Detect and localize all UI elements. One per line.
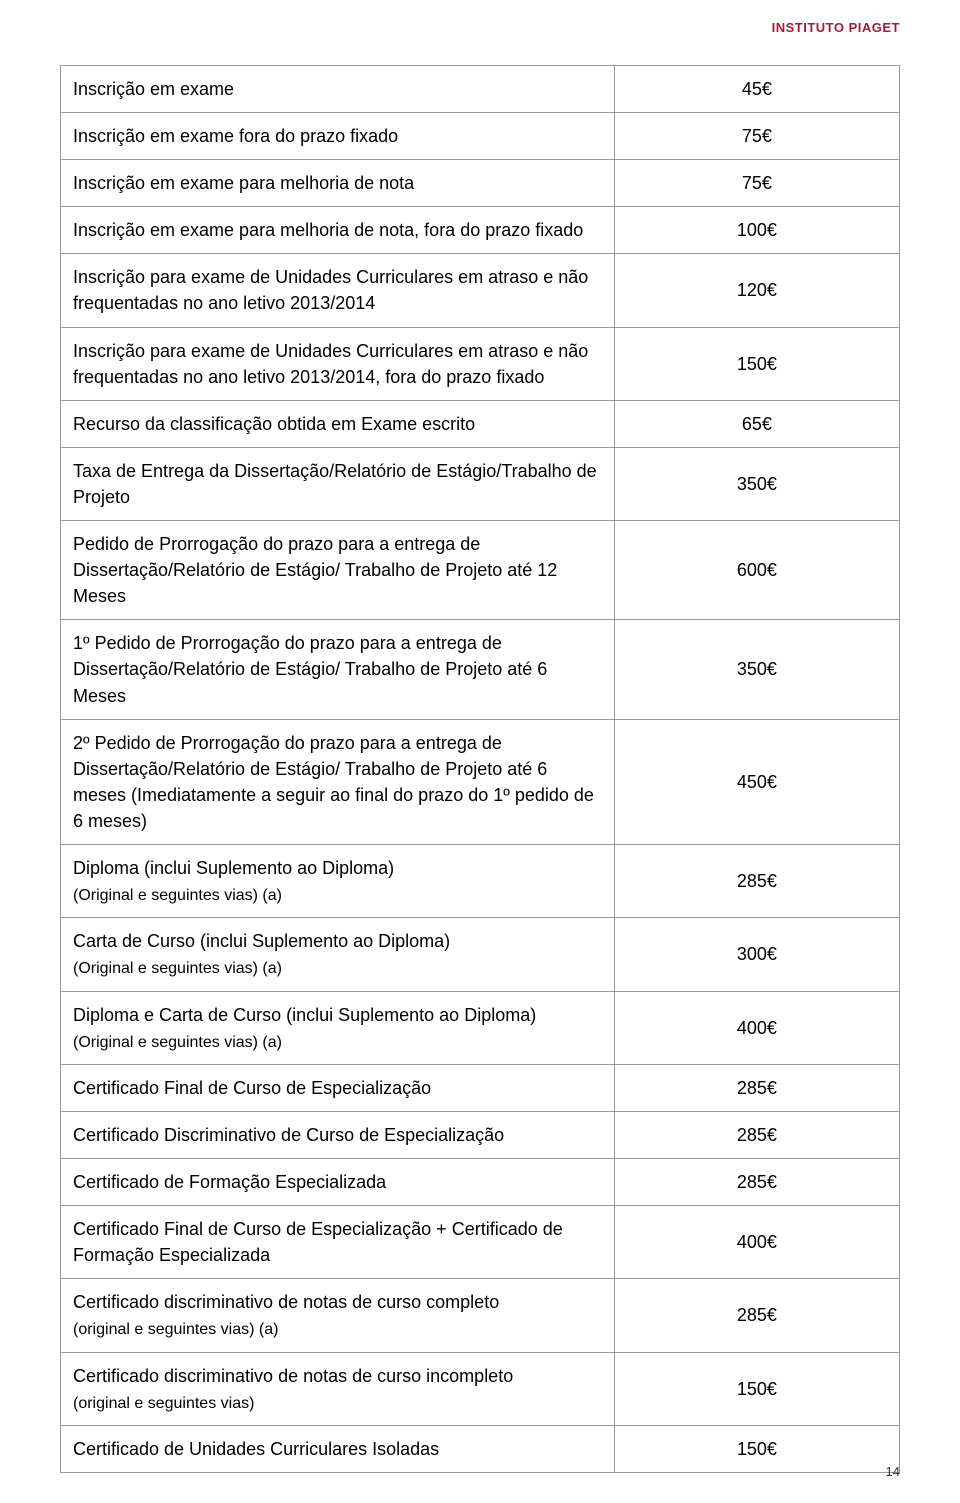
fee-description-sub: (original e seguintes vias) [73, 1395, 254, 1412]
fee-description-cell: 1º Pedido de Prorrogação do prazo para a… [61, 620, 615, 719]
table-row: Certificado Discriminativo de Curso de E… [61, 1111, 900, 1158]
table-row: Pedido de Prorrogação do prazo para a en… [61, 521, 900, 620]
table-row: 2º Pedido de Prorrogação do prazo para a… [61, 719, 900, 844]
fee-price-cell: 100€ [614, 207, 899, 254]
fee-description-cell: Certificado Final de Curso de Especializ… [61, 1064, 615, 1111]
table-row: Certificado de Unidades Curriculares Iso… [61, 1425, 900, 1472]
fee-price-cell: 285€ [614, 844, 899, 917]
fee-description-cell: Certificado discriminativo de notas de c… [61, 1352, 615, 1425]
table-row: Certificado discriminativo de notas de c… [61, 1352, 900, 1425]
document-page: INSTITUTO PIAGET Inscrição em exame45€In… [0, 0, 960, 1503]
fee-price-cell: 285€ [614, 1159, 899, 1206]
fee-price-cell: 75€ [614, 113, 899, 160]
fee-description: 2º Pedido de Prorrogação do prazo para a… [73, 733, 594, 831]
fee-price-cell: 65€ [614, 400, 899, 447]
fee-description-cell: Taxa de Entrega da Dissertação/Relatório… [61, 447, 615, 520]
fee-description-cell: Inscrição para exame de Unidades Curricu… [61, 327, 615, 400]
fee-description-cell: Certificado de Formação Especializada [61, 1159, 615, 1206]
fee-price-cell: 75€ [614, 160, 899, 207]
fee-description-cell: Diploma e Carta de Curso (inclui Supleme… [61, 991, 615, 1064]
page-number: 14 [886, 1464, 900, 1479]
fee-description-cell: Certificado discriminativo de notas de c… [61, 1279, 615, 1352]
fee-price-cell: 150€ [614, 1352, 899, 1425]
fee-price-cell: 350€ [614, 620, 899, 719]
fee-description: Recurso da classificação obtida em Exame… [73, 414, 475, 434]
fee-description-sub: (Original e seguintes vias) (a) [73, 887, 282, 904]
fee-description-sub: (Original e seguintes vias) (a) [73, 1034, 282, 1051]
fee-price-cell: 285€ [614, 1279, 899, 1352]
fee-description: Inscrição para exame de Unidades Curricu… [73, 341, 588, 387]
fee-description-cell: Inscrição em exame fora do prazo fixado [61, 113, 615, 160]
fee-price-cell: 400€ [614, 991, 899, 1064]
fee-description: Pedido de Prorrogação do prazo para a en… [73, 534, 557, 606]
fee-description-cell: Inscrição para exame de Unidades Curricu… [61, 254, 615, 327]
table-row: Certificado de Formação Especializada 285… [61, 1159, 900, 1206]
fee-description: Inscrição em exame [73, 79, 234, 99]
table-row: Inscrição para exame de Unidades Curricu… [61, 327, 900, 400]
fee-description: Inscrição em exame fora do prazo fixado [73, 126, 398, 146]
table-row: Carta de Curso (inclui Suplemento ao Dip… [61, 918, 900, 991]
fee-description-cell: Inscrição em exame para melhoria de nota [61, 160, 615, 207]
fee-description: Certificado Discriminativo de Curso de E… [73, 1125, 504, 1145]
table-row: Inscrição em exame para melhoria de nota… [61, 160, 900, 207]
fee-description: Certificado de Formação Especializada [73, 1172, 386, 1192]
fee-description: Inscrição em exame para melhoria de nota… [73, 220, 583, 240]
table-row: Certificado discriminativo de notas de c… [61, 1279, 900, 1352]
fee-description: 1º Pedido de Prorrogação do prazo para a… [73, 633, 547, 705]
fee-price-cell: 450€ [614, 719, 899, 844]
fee-price-cell: 350€ [614, 447, 899, 520]
fee-price-cell: 120€ [614, 254, 899, 327]
fee-description-sub: (Original e seguintes vias) (a) [73, 960, 282, 977]
table-row: Certificado Final de Curso de Especializ… [61, 1206, 900, 1279]
fee-description: Diploma e Carta de Curso (inclui Supleme… [73, 1005, 536, 1025]
table-row: Recurso da classificação obtida em Exame… [61, 400, 900, 447]
fee-table: Inscrição em exame45€Inscrição em exame … [60, 65, 900, 1473]
fee-description-cell: 2º Pedido de Prorrogação do prazo para a… [61, 719, 615, 844]
fee-description-cell: Certificado Final de Curso de Especializ… [61, 1206, 615, 1279]
fee-description: Diploma (inclui Suplemento ao Diploma) [73, 858, 394, 878]
fee-description-cell: Certificado de Unidades Curriculares Iso… [61, 1425, 615, 1472]
fee-description: Certificado Final de Curso de Especializ… [73, 1219, 563, 1265]
fee-description-cell: Carta de Curso (inclui Suplemento ao Dip… [61, 918, 615, 991]
fee-description-cell: Recurso da classificação obtida em Exame… [61, 400, 615, 447]
institution-header: INSTITUTO PIAGET [60, 20, 900, 35]
fee-price-cell: 45€ [614, 66, 899, 113]
fee-price-cell: 150€ [614, 327, 899, 400]
fee-price-cell: 600€ [614, 521, 899, 620]
fee-description: Inscrição para exame de Unidades Curricu… [73, 267, 588, 313]
table-row: Diploma e Carta de Curso (inclui Supleme… [61, 991, 900, 1064]
fee-description-cell: Pedido de Prorrogação do prazo para a en… [61, 521, 615, 620]
fee-price-cell: 400€ [614, 1206, 899, 1279]
fee-price-cell: 150€ [614, 1425, 899, 1472]
fee-price-cell: 285€ [614, 1064, 899, 1111]
fee-description: Carta de Curso (inclui Suplemento ao Dip… [73, 931, 450, 951]
fee-table-body: Inscrição em exame45€Inscrição em exame … [61, 66, 900, 1473]
fee-description: Inscrição em exame para melhoria de nota [73, 173, 414, 193]
table-row: Inscrição em exame 45€ [61, 66, 900, 113]
table-row: Diploma (inclui Suplemento ao Diploma) (O… [61, 844, 900, 917]
table-row: Certificado Final de Curso de Especializ… [61, 1064, 900, 1111]
fee-description-cell: Diploma (inclui Suplemento ao Diploma) (O… [61, 844, 615, 917]
fee-description: Certificado discriminativo de notas de c… [73, 1366, 513, 1386]
fee-price-cell: 285€ [614, 1111, 899, 1158]
table-row: Inscrição em exame para melhoria de nota… [61, 207, 900, 254]
fee-description-sub: (original e seguintes vias) (a) [73, 1321, 278, 1338]
fee-description: Taxa de Entrega da Dissertação/Relatório… [73, 461, 597, 507]
fee-description-cell: Certificado Discriminativo de Curso de E… [61, 1111, 615, 1158]
fee-description-cell: Inscrição em exame para melhoria de nota… [61, 207, 615, 254]
fee-description: Certificado Final de Curso de Especializ… [73, 1078, 431, 1098]
table-row: 1º Pedido de Prorrogação do prazo para a… [61, 620, 900, 719]
fee-description: Certificado de Unidades Curriculares Iso… [73, 1439, 439, 1459]
table-row: Taxa de Entrega da Dissertação/Relatório… [61, 447, 900, 520]
table-row: Inscrição em exame fora do prazo fixado 7… [61, 113, 900, 160]
fee-description-cell: Inscrição em exame [61, 66, 615, 113]
fee-description: Certificado discriminativo de notas de c… [73, 1292, 499, 1312]
fee-price-cell: 300€ [614, 918, 899, 991]
table-row: Inscrição para exame de Unidades Curricu… [61, 254, 900, 327]
